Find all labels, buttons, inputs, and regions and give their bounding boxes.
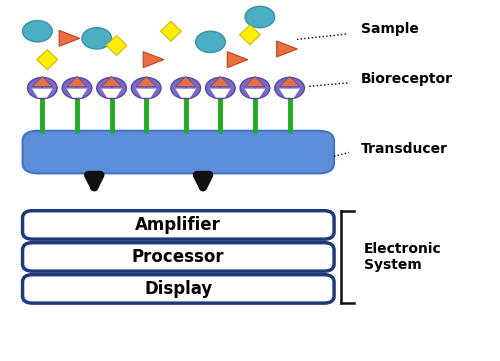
Polygon shape [280, 77, 299, 87]
Wedge shape [240, 77, 255, 99]
Text: Transducer: Transducer [361, 142, 448, 156]
Polygon shape [136, 77, 156, 87]
Wedge shape [220, 77, 235, 99]
Wedge shape [96, 77, 112, 99]
Text: Sample: Sample [361, 22, 419, 36]
Polygon shape [228, 52, 248, 68]
Polygon shape [32, 88, 52, 98]
Polygon shape [101, 88, 122, 98]
Wedge shape [186, 77, 200, 99]
Wedge shape [62, 77, 77, 99]
Circle shape [196, 31, 226, 53]
Polygon shape [136, 88, 156, 98]
Wedge shape [112, 77, 126, 99]
Polygon shape [37, 50, 58, 70]
Text: Display: Display [144, 280, 212, 298]
Circle shape [82, 28, 112, 49]
Polygon shape [143, 52, 164, 68]
Polygon shape [210, 88, 231, 98]
Polygon shape [32, 77, 52, 87]
Polygon shape [106, 35, 127, 55]
Polygon shape [245, 77, 265, 87]
FancyBboxPatch shape [22, 131, 334, 173]
Polygon shape [240, 25, 260, 45]
Wedge shape [171, 77, 186, 99]
FancyBboxPatch shape [22, 275, 334, 303]
Text: Bioreceptor: Bioreceptor [361, 72, 453, 86]
Wedge shape [255, 77, 270, 99]
Text: Processor: Processor [132, 248, 224, 266]
Wedge shape [42, 77, 57, 99]
Circle shape [22, 21, 52, 42]
Wedge shape [206, 77, 220, 99]
Wedge shape [77, 77, 92, 99]
Wedge shape [274, 77, 289, 99]
Polygon shape [210, 77, 230, 87]
Polygon shape [66, 88, 87, 98]
Polygon shape [279, 88, 300, 98]
Polygon shape [102, 77, 121, 87]
Polygon shape [67, 77, 87, 87]
Text: Electronic
System: Electronic System [364, 242, 442, 272]
Polygon shape [176, 77, 196, 87]
FancyBboxPatch shape [22, 243, 334, 271]
Circle shape [245, 6, 274, 28]
Polygon shape [59, 30, 80, 46]
FancyBboxPatch shape [22, 211, 334, 239]
Wedge shape [146, 77, 161, 99]
Wedge shape [28, 77, 42, 99]
Polygon shape [276, 41, 297, 57]
Wedge shape [132, 77, 146, 99]
Polygon shape [244, 88, 266, 98]
Polygon shape [176, 88, 196, 98]
Wedge shape [290, 77, 304, 99]
Polygon shape [160, 21, 182, 41]
Text: Amplifier: Amplifier [136, 216, 221, 234]
